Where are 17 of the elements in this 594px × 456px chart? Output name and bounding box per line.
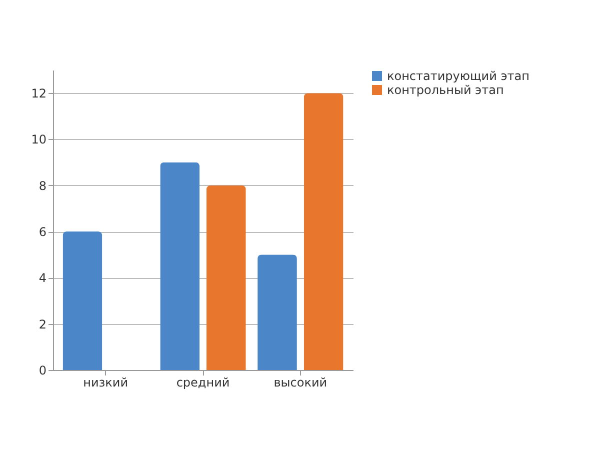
x-tick-label: низкий bbox=[83, 376, 128, 390]
y-tick-label: 8 bbox=[38, 178, 46, 193]
legend-label: контрольный этап bbox=[387, 83, 504, 97]
x-tick-label: средний bbox=[176, 376, 230, 390]
y-tick-label: 10 bbox=[31, 132, 46, 147]
y-tick-label: 4 bbox=[38, 271, 46, 286]
y-tick-label: 12 bbox=[31, 86, 46, 101]
bar bbox=[304, 93, 344, 370]
bar bbox=[258, 254, 297, 370]
bar bbox=[160, 162, 200, 370]
legend-label: констатирующий этап bbox=[387, 69, 530, 83]
bar bbox=[62, 232, 102, 370]
y-tick-label: 6 bbox=[38, 225, 46, 240]
y-tick-label: 2 bbox=[38, 317, 46, 332]
bar bbox=[206, 185, 246, 370]
y-tick-label: 0 bbox=[38, 364, 46, 378]
x-tick-label: высокий bbox=[274, 376, 328, 390]
